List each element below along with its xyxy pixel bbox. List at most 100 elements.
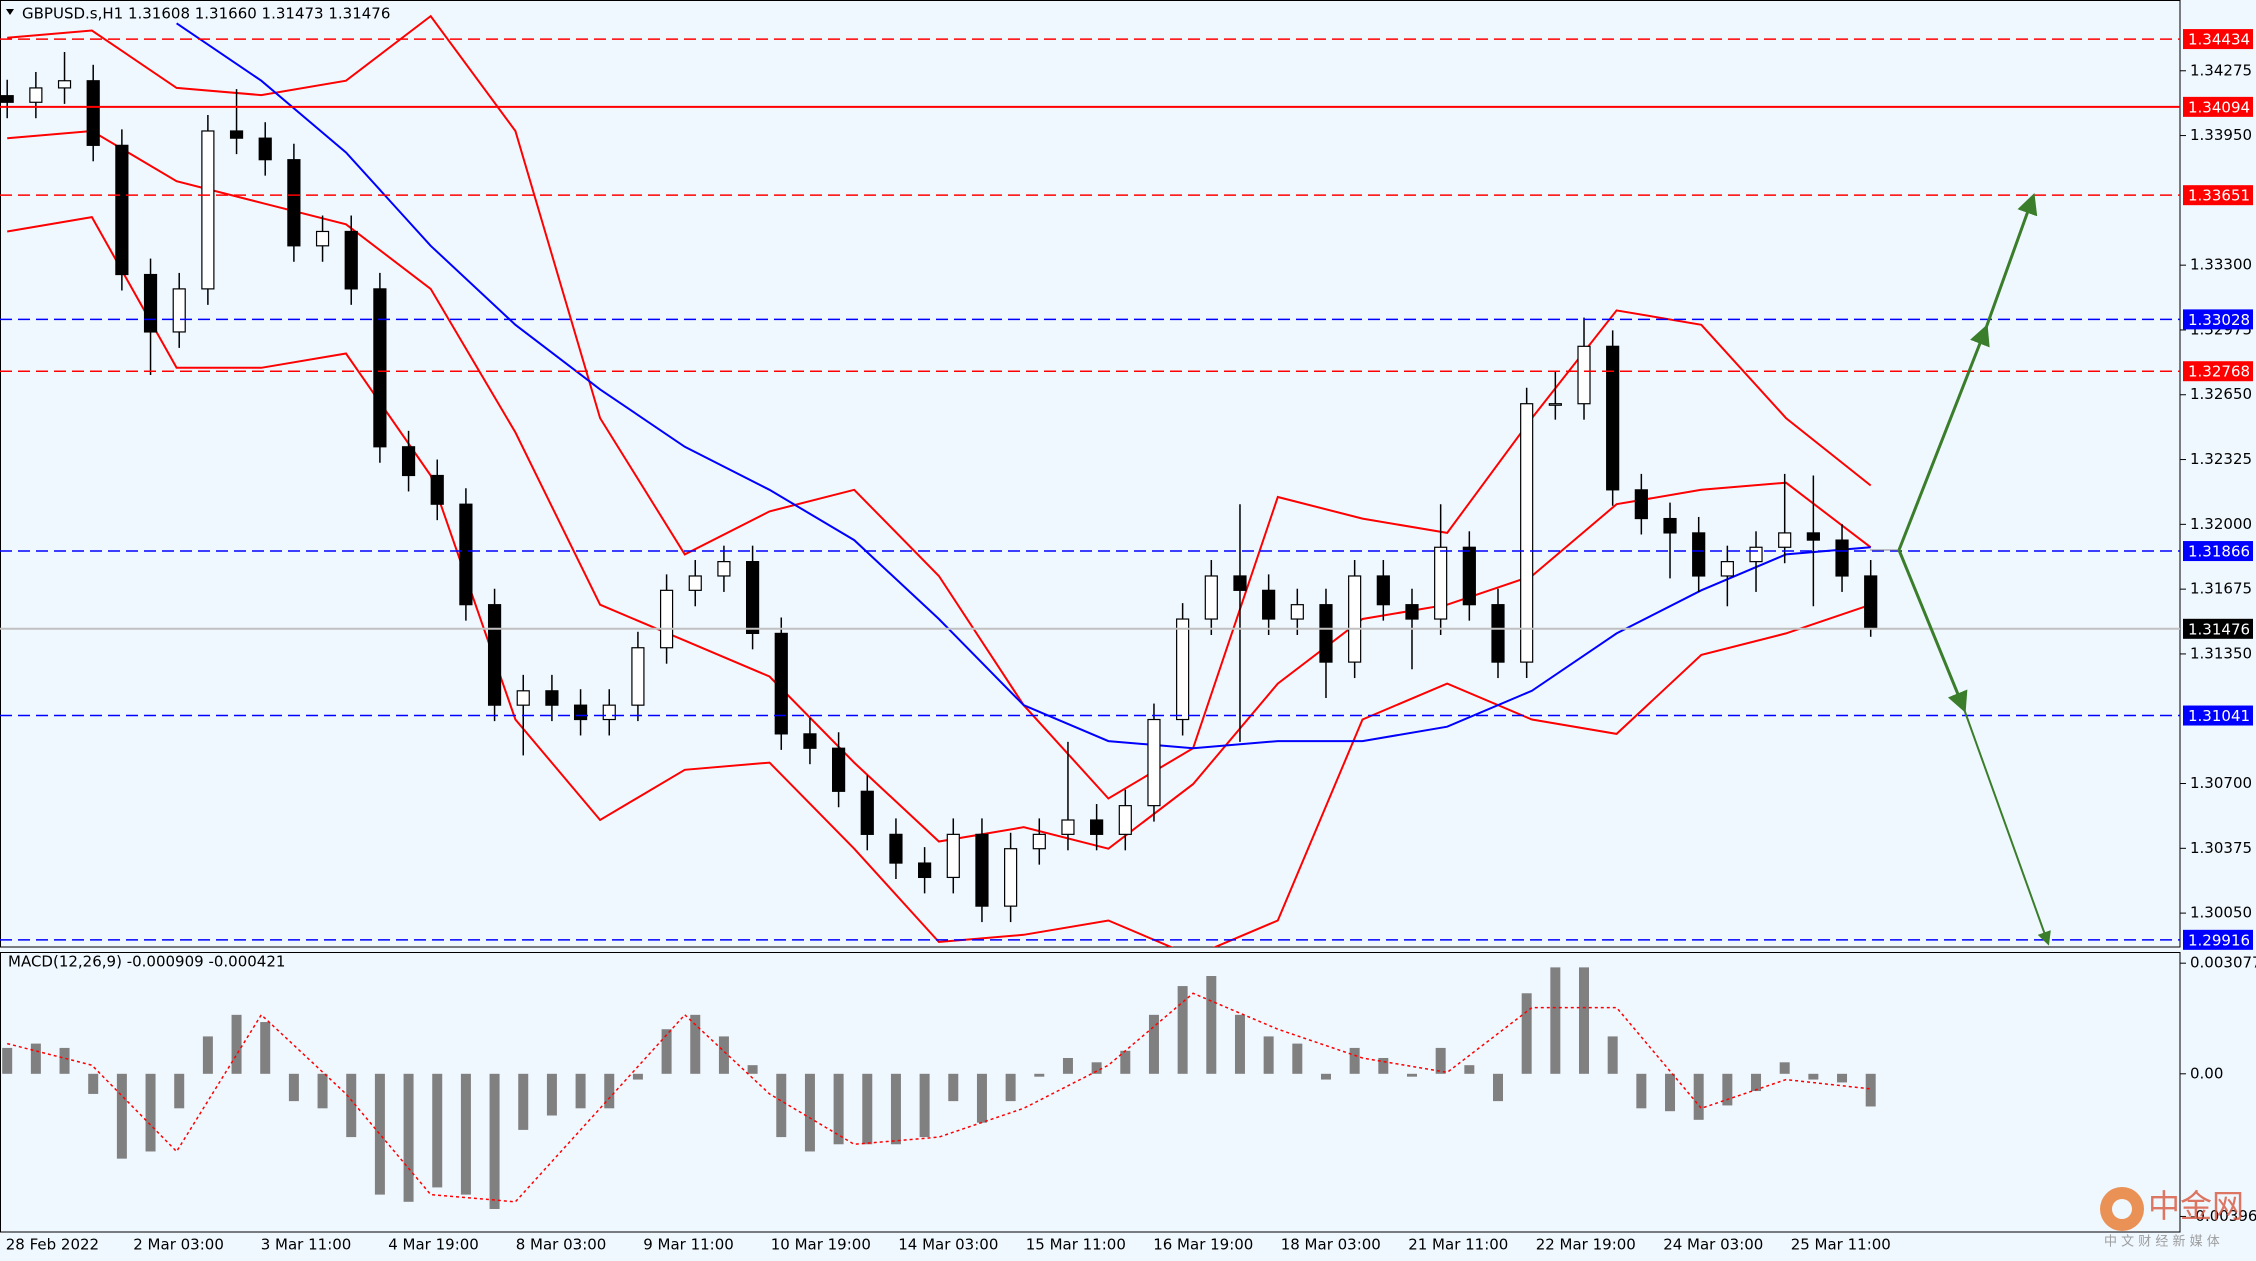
macd-bar	[116, 1073, 127, 1159]
indicator-line	[176, 22, 1871, 750]
macd-bar	[976, 1073, 987, 1123]
candle-body	[287, 159, 301, 247]
y-tick-label: 1.30700	[2190, 774, 2252, 792]
candle-body	[0, 95, 14, 103]
candle-body	[344, 230, 358, 290]
macd-bar	[1091, 1062, 1102, 1074]
macd-bar	[374, 1073, 385, 1195]
candle-body	[1262, 589, 1276, 620]
candle-body	[1634, 489, 1648, 520]
y-tick-label: 1.33300	[2190, 256, 2252, 274]
candle-body	[516, 690, 530, 706]
macd-bar	[288, 1073, 299, 1102]
x-tick-label: 16 Mar 19:00	[1153, 1236, 1253, 1254]
macd-bar	[1636, 1073, 1647, 1109]
watermark-logo	[2112, 1199, 2132, 1219]
candle-body	[1004, 848, 1018, 907]
y-tick-label: -0.003968	[2190, 1207, 2256, 1225]
macd-bar	[661, 1029, 672, 1074]
macd-bar	[1492, 1073, 1503, 1102]
candle-body	[688, 575, 702, 591]
candle-body	[1462, 546, 1476, 606]
candle-body	[172, 288, 186, 333]
candle-body	[1290, 604, 1304, 620]
candle-body	[573, 704, 588, 721]
level-label: 1.32768	[2188, 363, 2250, 381]
candle-body	[401, 446, 416, 477]
candle-body	[115, 144, 129, 276]
candle-body	[143, 273, 158, 333]
candle-body	[1692, 532, 1706, 577]
x-tick-label: 25 Mar 11:00	[1791, 1236, 1891, 1254]
y-tick-label: 1.30050	[2190, 904, 2252, 922]
macd-bar	[174, 1073, 185, 1109]
arrow-up	[1897, 324, 1990, 551]
candle-body	[373, 288, 387, 448]
candle-body	[1520, 403, 1534, 663]
candle-body	[459, 503, 473, 606]
macd-bar	[1579, 967, 1590, 1074]
macd-bar	[1378, 1057, 1389, 1074]
macd-bar	[1722, 1073, 1733, 1106]
indicator-line	[7, 215, 1872, 947]
candle-body	[1032, 833, 1046, 850]
macd-bar	[1263, 1036, 1274, 1074]
macd-bar	[1206, 976, 1217, 1074]
macd-bar	[1521, 993, 1532, 1074]
candle-body	[1319, 604, 1333, 663]
macd-bar	[489, 1073, 500, 1209]
candle-body	[860, 790, 874, 835]
macd-bar	[1550, 967, 1561, 1074]
x-tick-label: 14 Mar 03:00	[898, 1236, 998, 1254]
candle-body	[1577, 345, 1591, 405]
x-tick-label: 2 Mar 03:00	[133, 1236, 224, 1254]
candle-body	[545, 690, 559, 706]
macd-bar	[260, 1022, 271, 1074]
level-label-box	[2183, 541, 2253, 562]
y-tick-label: 1.33950	[2190, 126, 2252, 144]
y-tick-label: 0.00	[2190, 1064, 2223, 1082]
candle-body	[1606, 345, 1620, 491]
macd-bar	[346, 1073, 357, 1138]
watermark-tagline: 中 文 财 经 新 媒 体	[2104, 1234, 2220, 1250]
macd-bar	[2, 1047, 13, 1074]
macd-bar	[1693, 1073, 1704, 1120]
x-tick-label: 3 Mar 11:00	[261, 1236, 352, 1254]
forecast-arrows	[1870, 193, 2051, 946]
candle-body	[1835, 539, 1849, 577]
candle-body	[1147, 718, 1161, 807]
macd-bar	[1120, 1050, 1131, 1074]
x-tick-label: 15 Mar 11:00	[1026, 1236, 1126, 1254]
macd-bar	[604, 1073, 615, 1109]
macd-bar	[690, 1014, 701, 1074]
macd-bar	[632, 1073, 643, 1080]
candle-body	[631, 647, 645, 706]
y-tick-label: 1.34275	[2190, 61, 2252, 79]
macd-bar	[231, 1014, 242, 1074]
watermark: 中金网 中 文 财 经 新 媒 体	[2100, 1187, 2244, 1250]
level-label-box	[2183, 185, 2253, 206]
macd-bar	[546, 1073, 557, 1116]
candle-body	[1720, 561, 1734, 577]
level-label: 1.33651	[2188, 187, 2250, 205]
macd-bar	[1808, 1073, 1819, 1080]
macd-bar	[1435, 1047, 1446, 1074]
macd-bar	[919, 1073, 930, 1138]
candle-body	[430, 474, 444, 505]
macd-bar	[1320, 1073, 1331, 1080]
candle-body	[1233, 575, 1247, 591]
candle-body	[86, 80, 100, 146]
macd-bar	[432, 1073, 443, 1188]
x-tick-label: 22 Mar 19:00	[1536, 1236, 1636, 1254]
candle-body	[1663, 517, 1677, 534]
macd-bar	[460, 1073, 471, 1195]
candle-body	[1806, 532, 1820, 541]
candle-body	[487, 604, 502, 706]
chart-title: GBPUSD.s,H1 1.31608 1.31660 1.31473 1.31…	[22, 5, 390, 23]
candle-body	[946, 833, 960, 879]
macd-bar	[1349, 1047, 1360, 1074]
macd-bar	[1665, 1073, 1676, 1112]
macd-bar	[890, 1073, 901, 1145]
